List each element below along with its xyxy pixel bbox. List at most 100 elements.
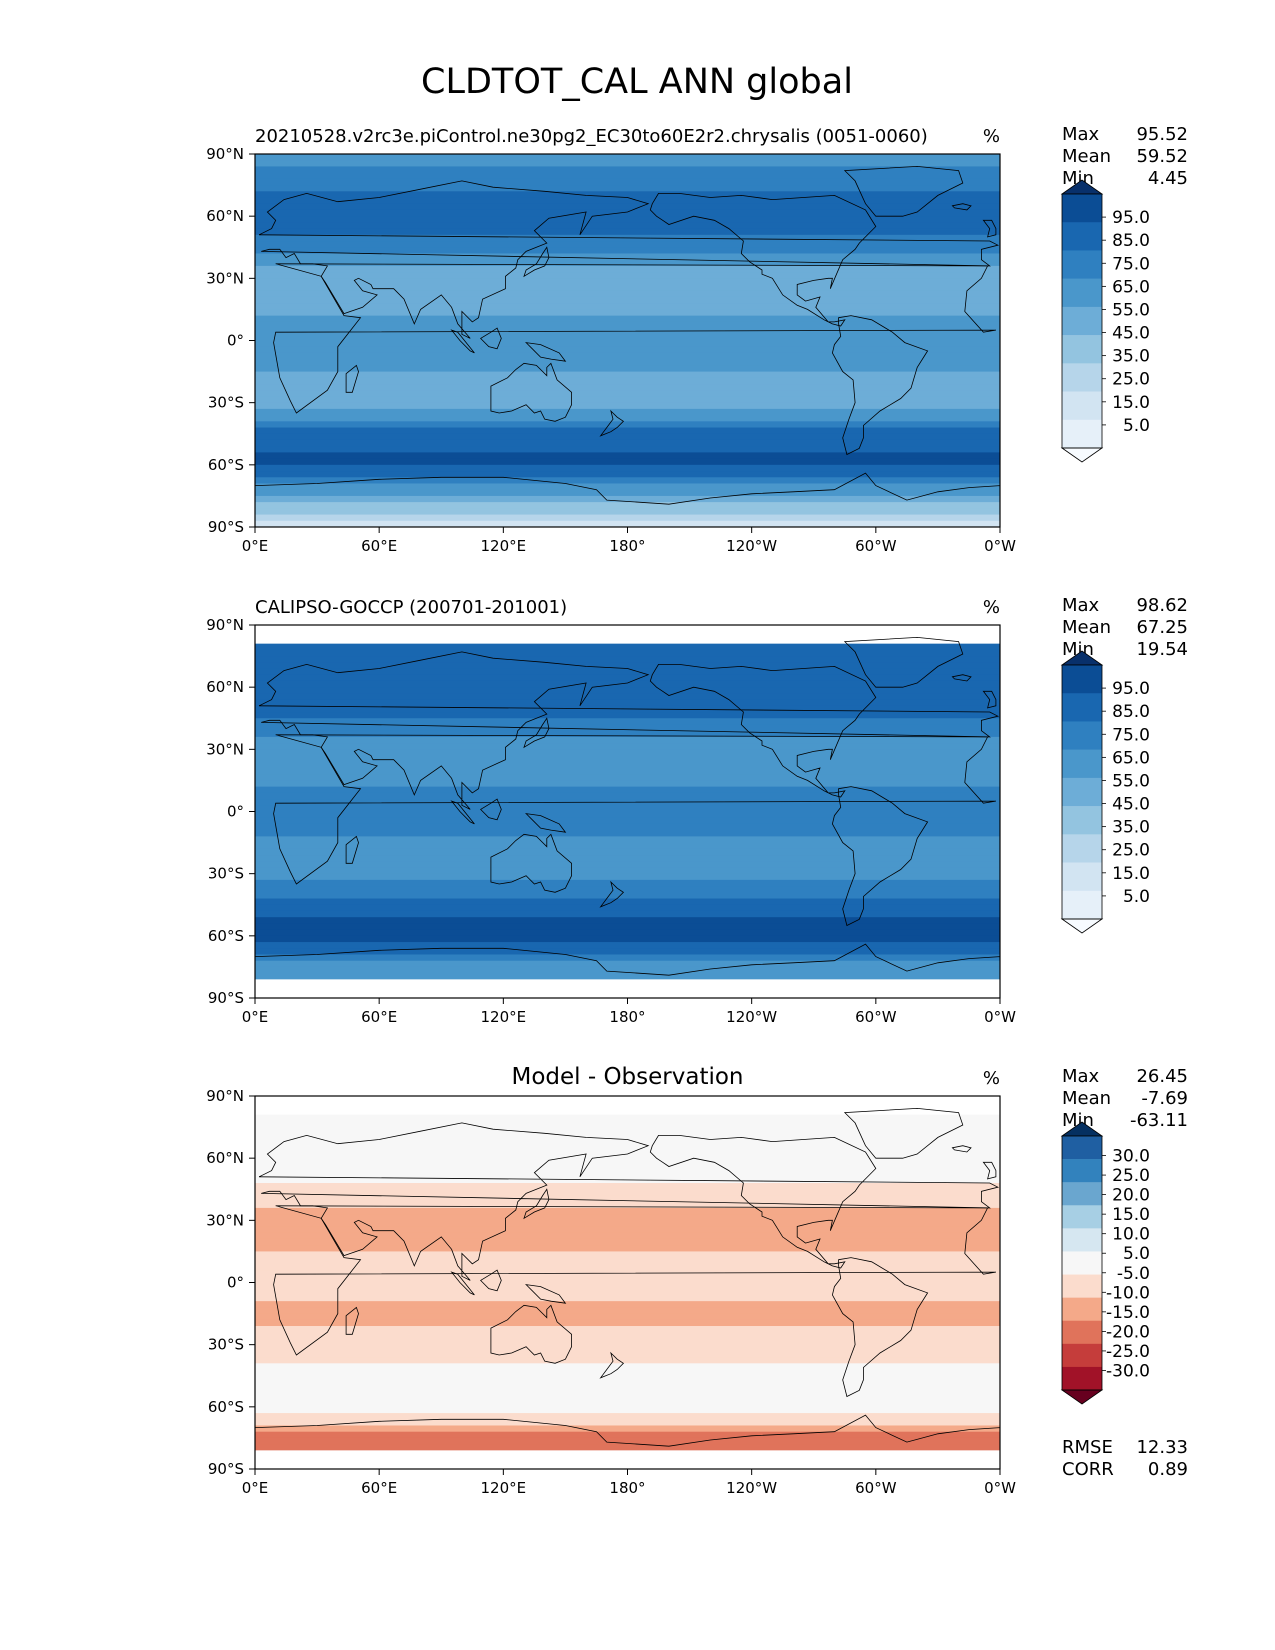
field-band (255, 886, 1000, 893)
field-band (255, 730, 1000, 738)
field-band (255, 923, 1000, 931)
field-band (255, 643, 1000, 651)
field-band (255, 1232, 1000, 1240)
field-band (255, 668, 1000, 676)
field-band (255, 817, 1000, 825)
field-band (255, 1133, 1000, 1141)
colorbar-band (1062, 1366, 1102, 1391)
field-band (255, 1096, 1000, 1103)
coastline-south-america (831, 1257, 929, 1398)
field-band (255, 203, 1000, 211)
field-band (255, 724, 1000, 732)
field-band (255, 879, 1000, 887)
x-tick-label: 0°W (984, 1479, 1016, 1497)
coastline-africa (273, 1205, 996, 1356)
field-band (255, 396, 1000, 404)
field-band (255, 1363, 1000, 1371)
field-band (255, 1462, 1000, 1469)
y-tick-label: 0° (227, 332, 244, 350)
field-band (255, 1257, 1000, 1265)
coastline-japan (523, 1188, 550, 1220)
colorbar-label: 15.0 (1112, 393, 1150, 413)
field-band (255, 935, 1000, 943)
colorbar-band (1062, 1205, 1102, 1229)
colorbar-label: 35.0 (1112, 818, 1150, 838)
x-tick-label: 0°E (242, 537, 269, 555)
field-band (255, 1313, 1000, 1321)
colorbar-frame (1061, 193, 1103, 449)
field-band (255, 446, 1000, 453)
coastline-borneo (479, 1269, 502, 1292)
x-tick-label: 0°W (984, 537, 1016, 555)
field-band (255, 1437, 1000, 1445)
field-band (255, 390, 1000, 398)
field-band (255, 166, 1000, 174)
coastline-iceland (951, 203, 972, 211)
field-band (255, 1102, 1000, 1110)
stat-value-mean: -7.69 (1141, 1088, 1188, 1109)
colorbar-label: 75.0 (1112, 254, 1150, 274)
field-band (255, 693, 1000, 701)
y-tick-label: 60°S (208, 456, 244, 474)
panel-units: % (983, 126, 1000, 147)
panel-units: % (983, 1068, 1000, 1089)
field-band (255, 755, 1000, 763)
stat-label-corr: CORR (1062, 1459, 1114, 1480)
field-band (255, 334, 1000, 342)
x-tick-label: 120°W (726, 1479, 777, 1497)
x-tick-label: 120°E (481, 1479, 527, 1497)
field-band (255, 867, 1000, 875)
y-tick-label: 90°S (208, 989, 244, 1007)
field-band (255, 1301, 1000, 1308)
field-band (255, 1226, 1000, 1234)
x-tick-label: 180° (609, 1008, 645, 1026)
stat-label-max: Max (1062, 124, 1100, 145)
field-band (255, 458, 1000, 466)
field-band (255, 830, 1000, 837)
colorbar-panel-3: 30.025.020.015.010.05.0-5.0-10.0-15.0-20… (1060, 1121, 1150, 1405)
field-band (255, 172, 1000, 180)
field-band (255, 855, 1000, 862)
field-band (255, 296, 1000, 304)
field-band (255, 1207, 1000, 1215)
field-band (255, 520, 1000, 527)
field-band (255, 718, 1000, 726)
field-band (255, 649, 1000, 657)
colorbar-label: 55.0 (1112, 771, 1150, 791)
colorbar-panel-1: 95.0 85.0 75.0 65.0 55.0 45.0 35.0 25.0 15.0 5.0 (1060, 179, 1150, 463)
colorbar-band (1062, 834, 1102, 863)
coastline-iceland (951, 674, 972, 682)
field-band (255, 303, 1000, 311)
colorbar-band (1062, 1228, 1102, 1252)
field-band (255, 743, 1000, 750)
figure-title: CLDTOT_CAL ANN global (421, 62, 853, 102)
colorbar-band (1062, 693, 1102, 722)
coastline-africa (273, 263, 996, 414)
field-band (255, 823, 1000, 831)
colorbar-label: -15.0 (1106, 1303, 1150, 1323)
colorbar-label: 15.0 (1112, 1205, 1150, 1225)
field-band (255, 1220, 1000, 1228)
field-band (255, 191, 1000, 199)
y-tick-label: 90°S (208, 518, 244, 536)
x-tick-label: 60°W (855, 1008, 897, 1026)
colorbar-label: 45.0 (1112, 324, 1150, 344)
field-band (255, 736, 1000, 744)
colorbar-band (1062, 665, 1102, 694)
field-band (255, 805, 1000, 813)
field-band (255, 1444, 1000, 1451)
field-band (255, 284, 1000, 292)
x-tick-label: 60°E (361, 537, 397, 555)
colorbar-label: 30.0 (1112, 1147, 1150, 1167)
field-band (255, 1263, 1000, 1271)
field-band (255, 749, 1000, 757)
colorbar-band (1062, 419, 1102, 449)
colorbar-label: -20.0 (1106, 1322, 1150, 1342)
stat-value-max: 98.62 (1136, 595, 1188, 616)
stat-value-max: 26.45 (1136, 1066, 1188, 1087)
coastline-sumatra (450, 1271, 475, 1296)
field-band (255, 973, 1000, 980)
field-band (255, 904, 1000, 912)
x-tick-label: 120°E (481, 537, 527, 555)
